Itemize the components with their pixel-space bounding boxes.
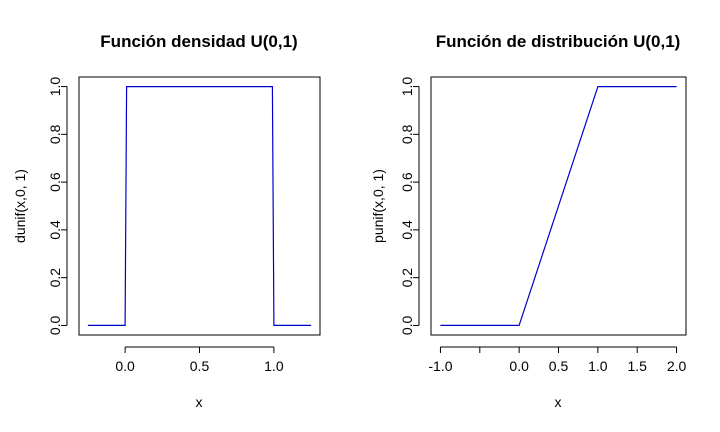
y-tick-label: 0.6	[399, 172, 415, 192]
x-tick-label: 0.0	[115, 358, 135, 374]
chart-title: Función de distribución U(0,1)	[436, 32, 681, 51]
y-tick-label: 1.0	[399, 77, 415, 97]
x-tick-label: 0.5	[190, 358, 210, 374]
y-tick-label: 0.8	[47, 124, 63, 144]
x-tick-label: 1.5	[627, 358, 647, 374]
y-tick-label: 0.8	[399, 124, 415, 144]
x-axis-label: x	[196, 394, 203, 410]
y-tick-label: 0.6	[47, 172, 63, 192]
x-tick-label: 0.0	[509, 358, 529, 374]
distribution-chart: Función de distribución U(0,1) -1.0 0.0 0.5…	[370, 32, 687, 410]
y-tick-label: 0.0	[399, 316, 415, 336]
plot-frame	[78, 76, 321, 336]
chart-title: Función densidad U(0,1)	[100, 32, 297, 51]
plot-frame	[430, 76, 687, 336]
x-axis-label: x	[555, 394, 562, 410]
y-tick-label: 0.4	[399, 220, 415, 240]
y-axis-label: dunif(x,0, 1)	[12, 169, 28, 243]
y-tick-label: 0.4	[47, 220, 63, 240]
y-axis-label: punif(x,0, 1)	[370, 169, 386, 243]
x-tick-label: 1.0	[588, 358, 608, 374]
y-tick-label: 1.0	[47, 77, 63, 97]
x-tick-label: 1.0	[264, 358, 284, 374]
y-tick-label: 0.0	[47, 316, 63, 336]
y-tick-label: 0.2	[399, 268, 415, 288]
series-line	[440, 85, 677, 326]
series-line	[87, 85, 312, 326]
x-tick-label: 2.0	[667, 358, 687, 374]
x-tick-label: 0.5	[549, 358, 569, 374]
density-chart: Función densidad U(0,1) 0.0 0.5 1.0 x 0.0 0.2 0…	[12, 32, 321, 410]
x-tick-label: -1.0	[428, 358, 452, 374]
y-tick-label: 0.2	[47, 268, 63, 288]
